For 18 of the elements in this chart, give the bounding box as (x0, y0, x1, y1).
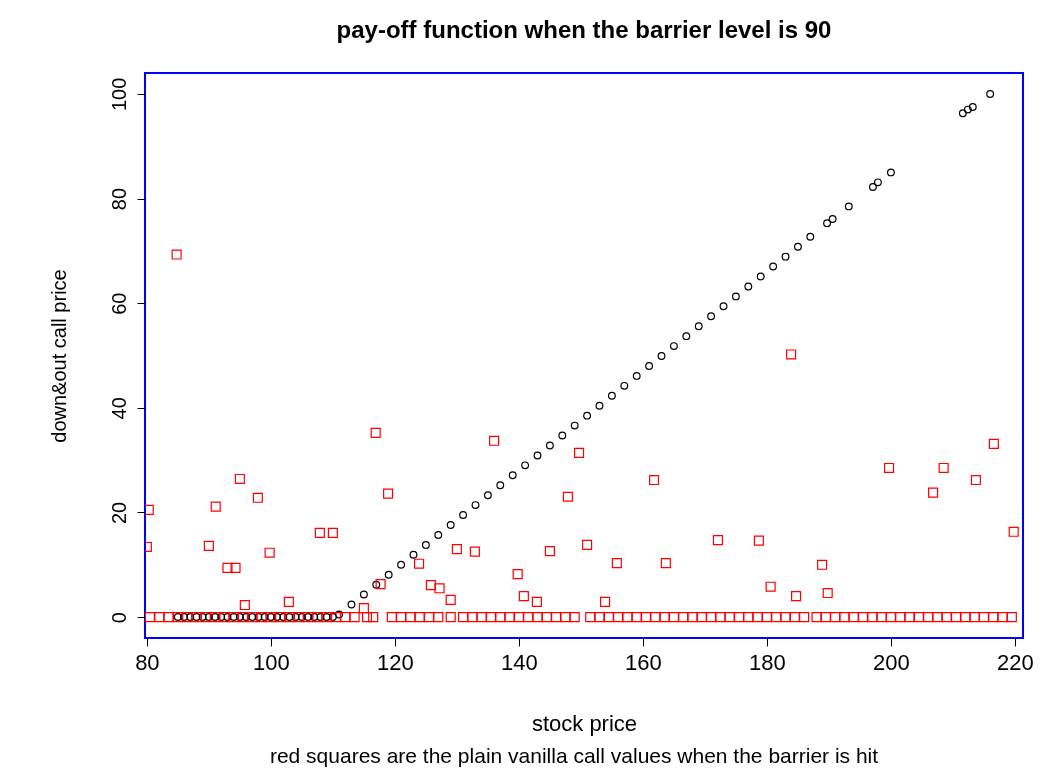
x-tick-label: 100 (253, 649, 290, 675)
x-tick-label: 200 (873, 649, 910, 675)
x-tick-label: 80 (135, 649, 160, 675)
y-tick-label: 100 (107, 77, 130, 112)
x-tick-label: 220 (997, 649, 1034, 675)
x-tick-label: 140 (501, 649, 538, 675)
x-tick-label: 180 (749, 649, 786, 675)
y-tick-label: 60 (107, 292, 130, 315)
text: red squares are the plain vanilla call values when the barrier is hit (269, 744, 879, 767)
x-axis-title: stock price (531, 710, 638, 736)
y-tick-label: 0 (107, 612, 130, 624)
y-tick-label: 40 (107, 397, 130, 420)
y-tick-label: 80 (107, 187, 130, 211)
y-tick-label: 20 (107, 501, 130, 525)
x-tick-label: 160 (625, 649, 662, 675)
y-axis-title: down&out call price (47, 269, 70, 443)
chart-title: pay-off function when the barrier level is 90 (336, 16, 832, 43)
x-tick-label: 120 (377, 649, 414, 675)
